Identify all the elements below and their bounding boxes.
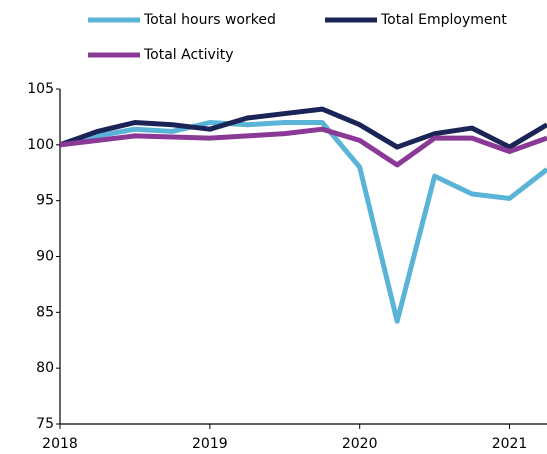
x-tick-label: 2019 bbox=[192, 436, 228, 452]
y-tick-label: 75 bbox=[36, 416, 54, 432]
x-tick-label: 2021 bbox=[492, 436, 528, 452]
x-tick-label: 2018 bbox=[42, 436, 78, 452]
line-series bbox=[60, 126, 547, 168]
y-tick-label: 105 bbox=[27, 81, 54, 97]
legend-label: Total hours worked bbox=[143, 12, 276, 28]
y-tick-label: 80 bbox=[36, 360, 54, 376]
y-tick-label: 90 bbox=[36, 249, 54, 265]
legend-label: Total Activity bbox=[143, 47, 234, 63]
legend-label: Total Employment bbox=[380, 12, 507, 28]
plot-area bbox=[60, 106, 547, 324]
x-tick-label: 2020 bbox=[342, 436, 378, 452]
y-tick-label: 95 bbox=[36, 193, 54, 209]
line-series bbox=[60, 106, 547, 150]
y-tick-label: 85 bbox=[36, 304, 54, 320]
y-tick-label: 100 bbox=[27, 137, 54, 153]
line-series bbox=[60, 120, 547, 324]
